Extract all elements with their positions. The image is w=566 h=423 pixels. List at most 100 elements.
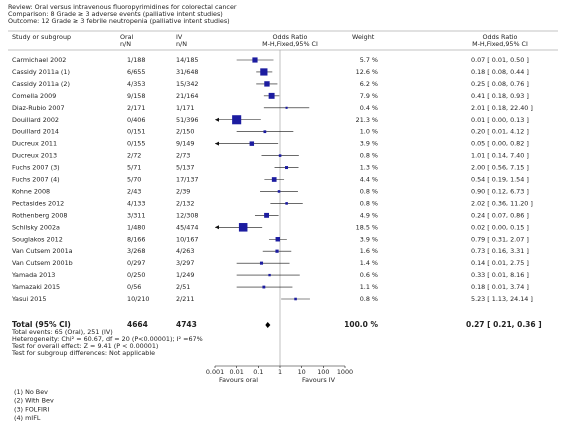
review: Review: Oral versus intravenous fluoropy… [8, 3, 237, 11]
ci-arrow [215, 225, 219, 230]
x-tick-label: 0.001 [206, 368, 224, 376]
iv-events: 2/73 [176, 152, 190, 160]
iv-events: 9/149 [176, 140, 194, 148]
oral-events: 2/72 [127, 152, 141, 160]
iv-events: 14/185 [176, 56, 198, 64]
odds-ratio: 0.18 [ 0.01, 3.74 ] [471, 283, 529, 291]
weight: 1.6 % [360, 247, 378, 255]
weight: 1.1 % [360, 283, 378, 291]
odds-ratio: 0.14 [ 0.01, 2.75 ] [471, 259, 529, 267]
total-note: Test for overall effect: Z = 9.41 (P < 0… [11, 342, 158, 350]
weight: 0.4 % [360, 104, 378, 112]
total-note: Total events: 65 (Oral), 251 (IV) [11, 328, 113, 336]
column-header: n/N [120, 40, 131, 48]
oral-events: 1/188 [127, 56, 145, 64]
odds-ratio: 0.54 [ 0.19, 1.54 ] [471, 176, 529, 184]
study-name: Fuchs 2007 (3) [12, 164, 60, 172]
study-name: Cassidy 2011a (1) [12, 68, 70, 76]
iv-events: 1/249 [176, 271, 194, 279]
weight-square [264, 212, 270, 218]
total-iv: 4743 [176, 320, 197, 329]
total-or: 0.27 [ 0.21, 0.36 ] [466, 320, 542, 329]
total-label: Total (95% CI) [12, 320, 71, 329]
ci-arrow [215, 141, 219, 146]
outcome: Outcome: 12 Grade ≥ 3 febrile neutropeni… [8, 17, 230, 25]
footnote: (1) No Bev [14, 388, 48, 396]
iv-events: 31/648 [176, 68, 198, 76]
weight-square [259, 261, 264, 265]
oral-events: 3/311 [127, 211, 145, 219]
x-tick-label: 0.01 [230, 368, 244, 376]
iv-events: 12/308 [176, 211, 198, 219]
iv-events: 2/150 [176, 128, 194, 136]
column-header: Weight [352, 33, 375, 41]
weight-square [268, 273, 271, 277]
study-name: Ducreux 2013 [12, 152, 57, 160]
weight: 6.2 % [360, 80, 378, 88]
oral-events: 0/56 [127, 283, 141, 291]
column-header: Odds Ratio [273, 33, 308, 41]
odds-ratio: 0.24 [ 0.07, 0.86 ] [471, 211, 529, 219]
study-name: Yasui 2015 [11, 295, 46, 303]
study-name: Cassidy 2011a (2) [12, 80, 70, 88]
total-weight: 100.0 % [344, 320, 378, 329]
ci-arrow [215, 117, 219, 122]
study-name: Kohne 2008 [12, 187, 50, 195]
weight: 5.7 % [360, 56, 378, 64]
footnote: (3) FOLFIRI [14, 405, 49, 413]
weight: 18.5 % [356, 223, 378, 231]
iv-events: 5/137 [176, 164, 194, 172]
weight: 21.3 % [356, 116, 378, 124]
study-name: Carmichael 2002 [12, 56, 66, 64]
weight-square [294, 297, 297, 301]
iv-events: 51/396 [176, 116, 198, 124]
weight: 1.3 % [360, 164, 378, 172]
weight-square [264, 81, 270, 87]
odds-ratio: 0.07 [ 0.01, 0.50 ] [471, 56, 529, 64]
oral-events: 3/268 [127, 247, 145, 255]
x-tick-label: 0.1 [253, 368, 263, 376]
x-tick-label: 100 [317, 368, 329, 376]
weight-square [285, 202, 288, 205]
weight-square [249, 141, 255, 146]
study-name: Pectasides 2012 [12, 199, 64, 207]
odds-ratio: 0.25 [ 0.08, 0.76 ] [471, 80, 529, 88]
odds-ratio: 0.41 [ 0.18, 0.93 ] [471, 92, 529, 100]
weight-square [238, 223, 248, 232]
weight-square [285, 106, 288, 109]
odds-ratio: 0.02 [ 0.00, 0.15 ] [471, 223, 529, 231]
oral-events: 0/151 [127, 128, 145, 136]
oral-events: 4/133 [127, 199, 145, 207]
weight-square [252, 57, 258, 63]
oral-events: 0/297 [127, 259, 145, 267]
weight-square [263, 130, 267, 134]
weight: 0.6 % [360, 271, 378, 279]
favours-left: Favours oral [219, 376, 258, 384]
odds-ratio: 0.73 [ 0.16, 3.31 ] [471, 247, 529, 255]
weight: 0.8 % [360, 187, 378, 195]
iv-events: 1/171 [176, 104, 194, 112]
odds-ratio: 2.02 [ 0.36, 11.20 ] [471, 199, 533, 207]
odds-ratio: 0.90 [ 0.12, 6.73 ] [471, 187, 529, 195]
footnote: (4) mIFL [14, 414, 41, 422]
iv-events: 21/164 [176, 92, 198, 100]
weight: 0.8 % [360, 152, 378, 160]
study-name: Schilsky 2002a [12, 223, 60, 231]
iv-events: 4/263 [176, 247, 194, 255]
odds-ratio: 2.01 [ 0.18, 22.40 ] [471, 104, 533, 112]
iv-events: 45/474 [176, 223, 198, 231]
oral-events: 8/166 [127, 235, 145, 243]
weight: 4.4 % [360, 176, 378, 184]
weight: 1.4 % [360, 259, 378, 267]
oral-events: 1/480 [127, 223, 145, 231]
study-name: Yamazaki 2015 [11, 283, 60, 291]
column-header: Study or subgroup [12, 33, 71, 41]
total-diamond [265, 322, 271, 328]
total-note: Test for subgroup differences: Not appli… [11, 349, 155, 357]
oral-events: 0/250 [127, 271, 145, 279]
weight-square [278, 154, 282, 157]
weight-square [277, 190, 281, 193]
odds-ratio: 0.79 [ 0.31, 2.07 ] [471, 235, 529, 243]
weight: 12.6 % [356, 68, 378, 76]
